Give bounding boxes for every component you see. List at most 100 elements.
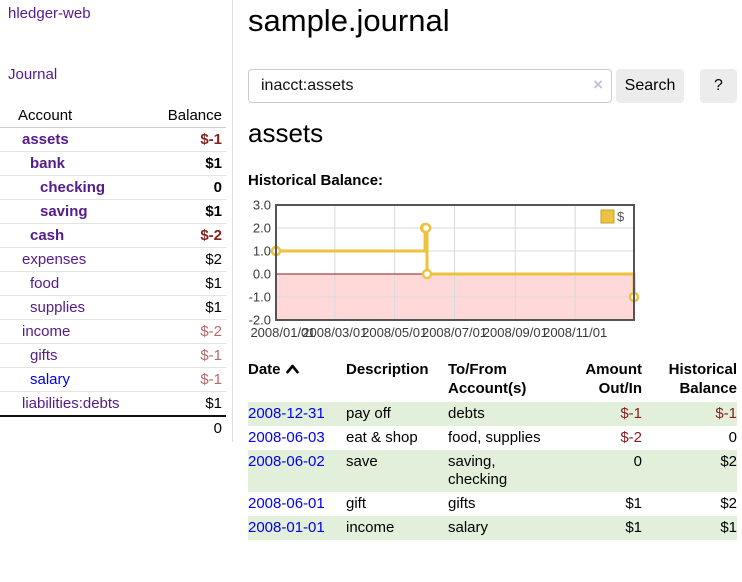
help-button[interactable]: ? — [700, 69, 737, 103]
account-balance: $-1 — [146, 343, 226, 368]
account-row: saving $1 — [0, 199, 226, 224]
account-balance: $-2 — [146, 319, 226, 344]
accounts-header-account: Account — [0, 104, 146, 128]
account-row: liabilities:debts $1 — [0, 391, 226, 416]
account-balance: $-1 — [146, 367, 226, 392]
account-row: income $-2 — [0, 319, 226, 344]
register-header-description: Description — [346, 361, 429, 378]
clear-search-icon[interactable]: × — [593, 75, 603, 94]
account-link-bank[interactable]: bank — [30, 155, 66, 172]
svg-text:1.0: 1.0 — [253, 244, 271, 259]
search-form: × — [248, 69, 612, 103]
svg-text:-2.0: -2.0 — [249, 313, 271, 328]
account-row: checking 0 — [0, 175, 226, 200]
account-link-food[interactable]: food — [30, 275, 60, 292]
account-link-expenses[interactable]: expenses — [22, 251, 87, 268]
svg-text:2.0: 2.0 — [253, 221, 271, 236]
transaction-balance: $1 — [720, 519, 737, 536]
svg-text:2008/09/01: 2008/09/01 — [483, 325, 548, 340]
search-input[interactable] — [248, 69, 612, 103]
sort-ascending-icon — [285, 364, 299, 374]
chart-heading: Historical Balance: — [248, 172, 384, 189]
svg-text:3.0: 3.0 — [253, 198, 271, 213]
account-row: gifts $-1 — [0, 343, 226, 368]
register-header-amount: Amount Out/In — [585, 361, 642, 397]
svg-text:-1.0: -1.0 — [249, 290, 271, 305]
transaction-amount: 0 — [633, 453, 642, 470]
account-row: supplies $1 — [0, 295, 226, 320]
account-balance: 0 — [146, 175, 226, 200]
register-row: 2008-06-01 gift gifts $1 $2 — [248, 492, 737, 516]
account-link-income[interactable]: income — [22, 323, 71, 340]
account-balance: $1 — [146, 151, 226, 176]
sidebar-item-journal[interactable]: Journal — [8, 66, 58, 83]
transaction-date-link[interactable]: 2008-12-31 — [248, 405, 325, 422]
page-title: sample.journal — [248, 3, 450, 38]
register-header-balance: Historical Balance — [668, 361, 737, 397]
account-balance: $-1 — [200, 131, 222, 148]
transaction-description: gift — [346, 495, 367, 512]
account-link-saving[interactable]: saving — [40, 203, 88, 220]
account-link-supplies[interactable]: supplies — [30, 299, 86, 316]
account-balance: $1 — [146, 271, 226, 296]
svg-text:2008/07/01: 2008/07/01 — [422, 325, 487, 340]
transaction-description: pay off — [346, 405, 391, 422]
svg-text:2008/01/01: 2008/01/01 — [250, 325, 315, 340]
transaction-balance: $2 — [720, 453, 737, 470]
account-balance: $1 — [146, 391, 226, 416]
account-link-assets[interactable]: assets — [22, 131, 69, 148]
search-button[interactable]: Search — [616, 69, 684, 103]
transaction-amount: $-2 — [620, 429, 642, 446]
account-link-liabilities-debts[interactable]: liabilities:debts — [22, 395, 120, 412]
transaction-accounts: gifts — [448, 495, 476, 512]
transaction-description: save — [346, 453, 378, 470]
register-row: 2008-06-02 save saving, checking 0 $2 — [248, 450, 737, 492]
sidebar: hledger-web Journal Account Balance asse… — [0, 0, 233, 442]
register-header-date-label: Date — [248, 361, 281, 378]
register-header-date[interactable]: Date — [248, 358, 346, 402]
transaction-amount: $1 — [625, 519, 642, 536]
accounts-header-row: Account Balance — [0, 104, 226, 128]
account-link-salary[interactable]: salary — [30, 371, 71, 388]
app-brand-link[interactable]: hledger-web — [8, 5, 91, 22]
svg-text:0.0: 0.0 — [253, 267, 271, 282]
register-row: 2008-12-31 pay off debts $-1 $-1 — [248, 402, 737, 426]
account-row: bank $1 — [0, 151, 226, 176]
account-balance: $1 — [146, 295, 226, 320]
transaction-date-link[interactable]: 2008-06-01 — [248, 495, 325, 512]
accounts-header-balance: Balance — [146, 104, 226, 128]
transaction-description: eat & shop — [346, 429, 418, 446]
account-balance: $1 — [146, 199, 226, 224]
transaction-balance: 0 — [728, 429, 737, 446]
chart-canvas: $3.0 2.0 1.0 0.0 -1.0 -2.02008/01/012008/03/0… — [249, 198, 640, 340]
register-row: 2008-06-03 eat & shop food, supplies $-2… — [248, 426, 737, 450]
account-row: assets $-1 — [0, 128, 226, 152]
transaction-date-link[interactable]: 2008-06-03 — [248, 429, 325, 446]
svg-text:2008/03/01: 2008/03/01 — [302, 325, 367, 340]
transaction-accounts: salary — [448, 519, 489, 536]
register-header-row: Date Description To/From Account(s) Amou… — [248, 358, 737, 402]
transaction-balance: $-1 — [715, 405, 737, 422]
account-link-cash[interactable]: cash — [30, 227, 65, 244]
transaction-amount: $-1 — [620, 405, 642, 422]
account-heading: assets — [248, 118, 324, 148]
register-table: Date Description To/From Account(s) Amou… — [248, 358, 737, 540]
transaction-date-link[interactable]: 2008-01-01 — [248, 519, 325, 536]
transaction-accounts: food, supplies — [448, 429, 541, 446]
transaction-accounts: debts — [448, 405, 485, 422]
transaction-accounts: saving, checking — [448, 453, 508, 488]
account-row: salary $-1 — [0, 367, 226, 392]
account-link-checking[interactable]: checking — [40, 179, 106, 196]
transaction-date-link[interactable]: 2008-06-02 — [248, 453, 325, 470]
account-row: food $1 — [0, 271, 226, 296]
svg-text:2008/11/01: 2008/11/01 — [543, 325, 607, 340]
accounts-table: Account Balance assets $-1 bank $1 check… — [0, 104, 226, 440]
accounts-total-balance: 0 — [146, 415, 226, 440]
svg-text:$: $ — [617, 209, 625, 224]
account-link-gifts[interactable]: gifts — [30, 347, 58, 364]
transaction-balance: $2 — [720, 495, 737, 512]
transaction-description: income — [346, 519, 395, 536]
register-row: 2008-01-01 income salary $1 $1 — [248, 516, 737, 540]
account-row: cash $-2 — [0, 223, 226, 248]
historical-balance-chart: $3.0 2.0 1.0 0.0 -1.0 -2.0 2008/01/01 2008/03/0… — [246, 198, 642, 349]
